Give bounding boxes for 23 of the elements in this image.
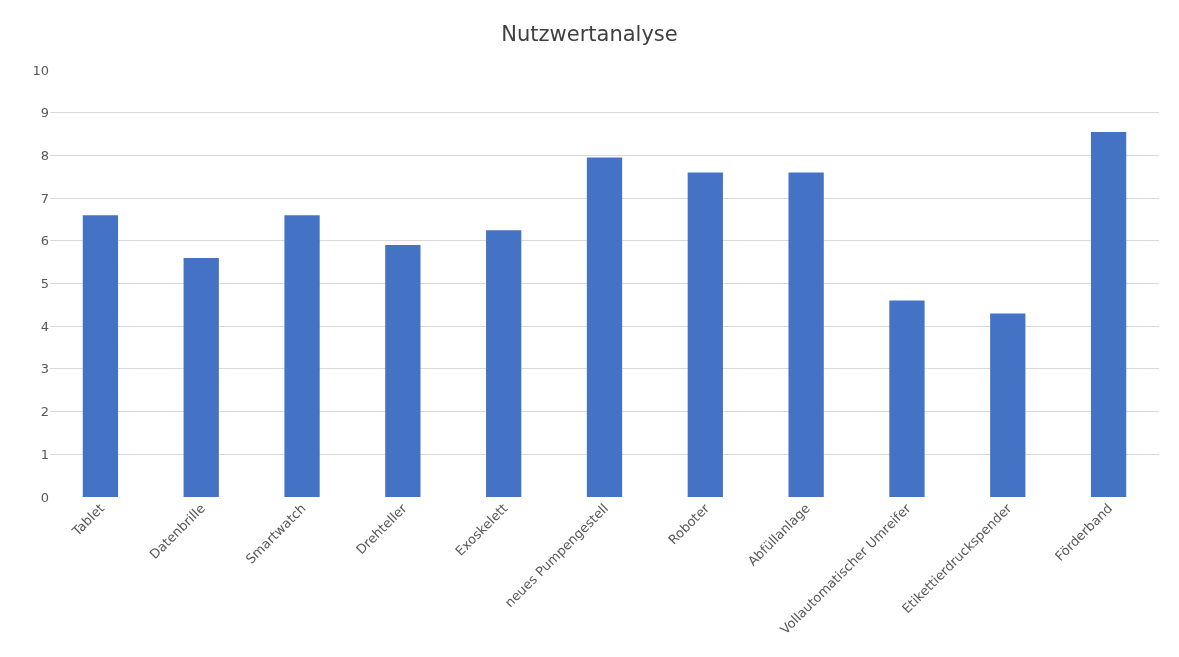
y-tick-label: 6 bbox=[40, 233, 49, 249]
bar bbox=[284, 215, 320, 497]
chart-title: Nutzwertanalyse bbox=[501, 21, 678, 46]
y-tick-label: 1 bbox=[40, 446, 49, 462]
y-tick-label: 10 bbox=[32, 62, 49, 78]
bar bbox=[183, 257, 219, 497]
bar bbox=[586, 157, 623, 497]
y-tick-label: 3 bbox=[40, 361, 49, 377]
bar bbox=[889, 300, 925, 497]
y-tick-label: 8 bbox=[40, 147, 49, 163]
y-tick-label: 4 bbox=[40, 318, 49, 334]
y-tick-label: 9 bbox=[40, 105, 49, 121]
bar bbox=[82, 215, 119, 497]
bar bbox=[1090, 131, 1127, 497]
y-tick-label: 2 bbox=[40, 404, 49, 420]
bar bbox=[990, 313, 1026, 497]
bar bbox=[486, 230, 522, 497]
bar bbox=[687, 172, 723, 497]
y-tick-label: 5 bbox=[40, 276, 49, 292]
y-tick-label: 7 bbox=[40, 190, 49, 206]
bar bbox=[385, 245, 421, 497]
y-tick-label: 0 bbox=[40, 489, 49, 505]
bar bbox=[788, 172, 824, 497]
